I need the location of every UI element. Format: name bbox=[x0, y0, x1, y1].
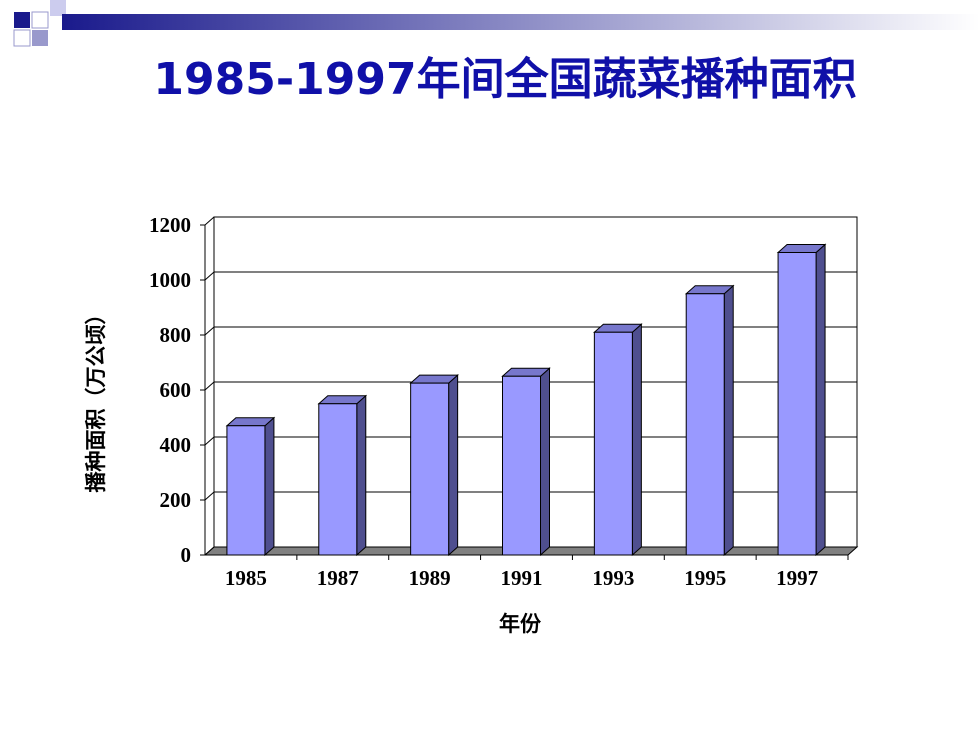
bar bbox=[502, 375, 541, 556]
bar-top bbox=[776, 244, 827, 253]
grid-line bbox=[204, 491, 215, 501]
grid-line bbox=[204, 216, 215, 226]
bar-top bbox=[317, 395, 368, 405]
x-tick-label: 1987 bbox=[317, 566, 359, 590]
grid-line bbox=[204, 271, 215, 281]
bar-side bbox=[448, 374, 459, 557]
bar bbox=[410, 382, 450, 556]
y-tick-label: 400 bbox=[160, 433, 192, 457]
bar bbox=[318, 403, 358, 556]
x-tick-label: 1991 bbox=[501, 566, 543, 590]
x-axis-label: 年份 bbox=[499, 612, 542, 636]
x-tick-label: 1985 bbox=[225, 566, 267, 590]
x-tick-label: 1997 bbox=[776, 566, 818, 590]
chart-title: 1985-1997年间全国蔬菜播种面积 bbox=[153, 54, 856, 105]
y-tick-label: 1000 bbox=[149, 268, 191, 292]
grid-line bbox=[204, 546, 215, 556]
bar-side bbox=[631, 323, 642, 557]
x-tick-label: 1995 bbox=[684, 566, 726, 590]
y-tick-label: 1200 bbox=[149, 213, 191, 237]
bar-side bbox=[264, 416, 275, 557]
bar-side bbox=[815, 243, 826, 557]
bar-side bbox=[356, 394, 367, 557]
header-decoration bbox=[13, 0, 980, 47]
bar-side bbox=[723, 284, 734, 557]
bar-top bbox=[501, 367, 551, 377]
x-tick-label: 1989 bbox=[409, 566, 451, 590]
bar bbox=[777, 252, 817, 556]
grid-line bbox=[204, 436, 215, 446]
bar-top bbox=[684, 285, 735, 295]
bar-top bbox=[409, 374, 459, 384]
bar-side bbox=[540, 367, 550, 557]
bar-top bbox=[225, 417, 276, 427]
y-tick-label: 200 bbox=[160, 488, 192, 512]
grid-line bbox=[204, 381, 215, 391]
y-axis-label: 播种面积（万公顷） bbox=[84, 304, 108, 493]
bar bbox=[685, 293, 725, 556]
bar bbox=[226, 425, 266, 556]
grid-line bbox=[204, 326, 215, 336]
bar bbox=[593, 331, 633, 556]
bar-top bbox=[593, 323, 643, 333]
y-tick-label: 0 bbox=[181, 543, 192, 567]
y-tick-label: 600 bbox=[160, 378, 192, 402]
y-tick-label: 800 bbox=[160, 323, 192, 347]
x-tick-label: 1993 bbox=[592, 566, 634, 590]
